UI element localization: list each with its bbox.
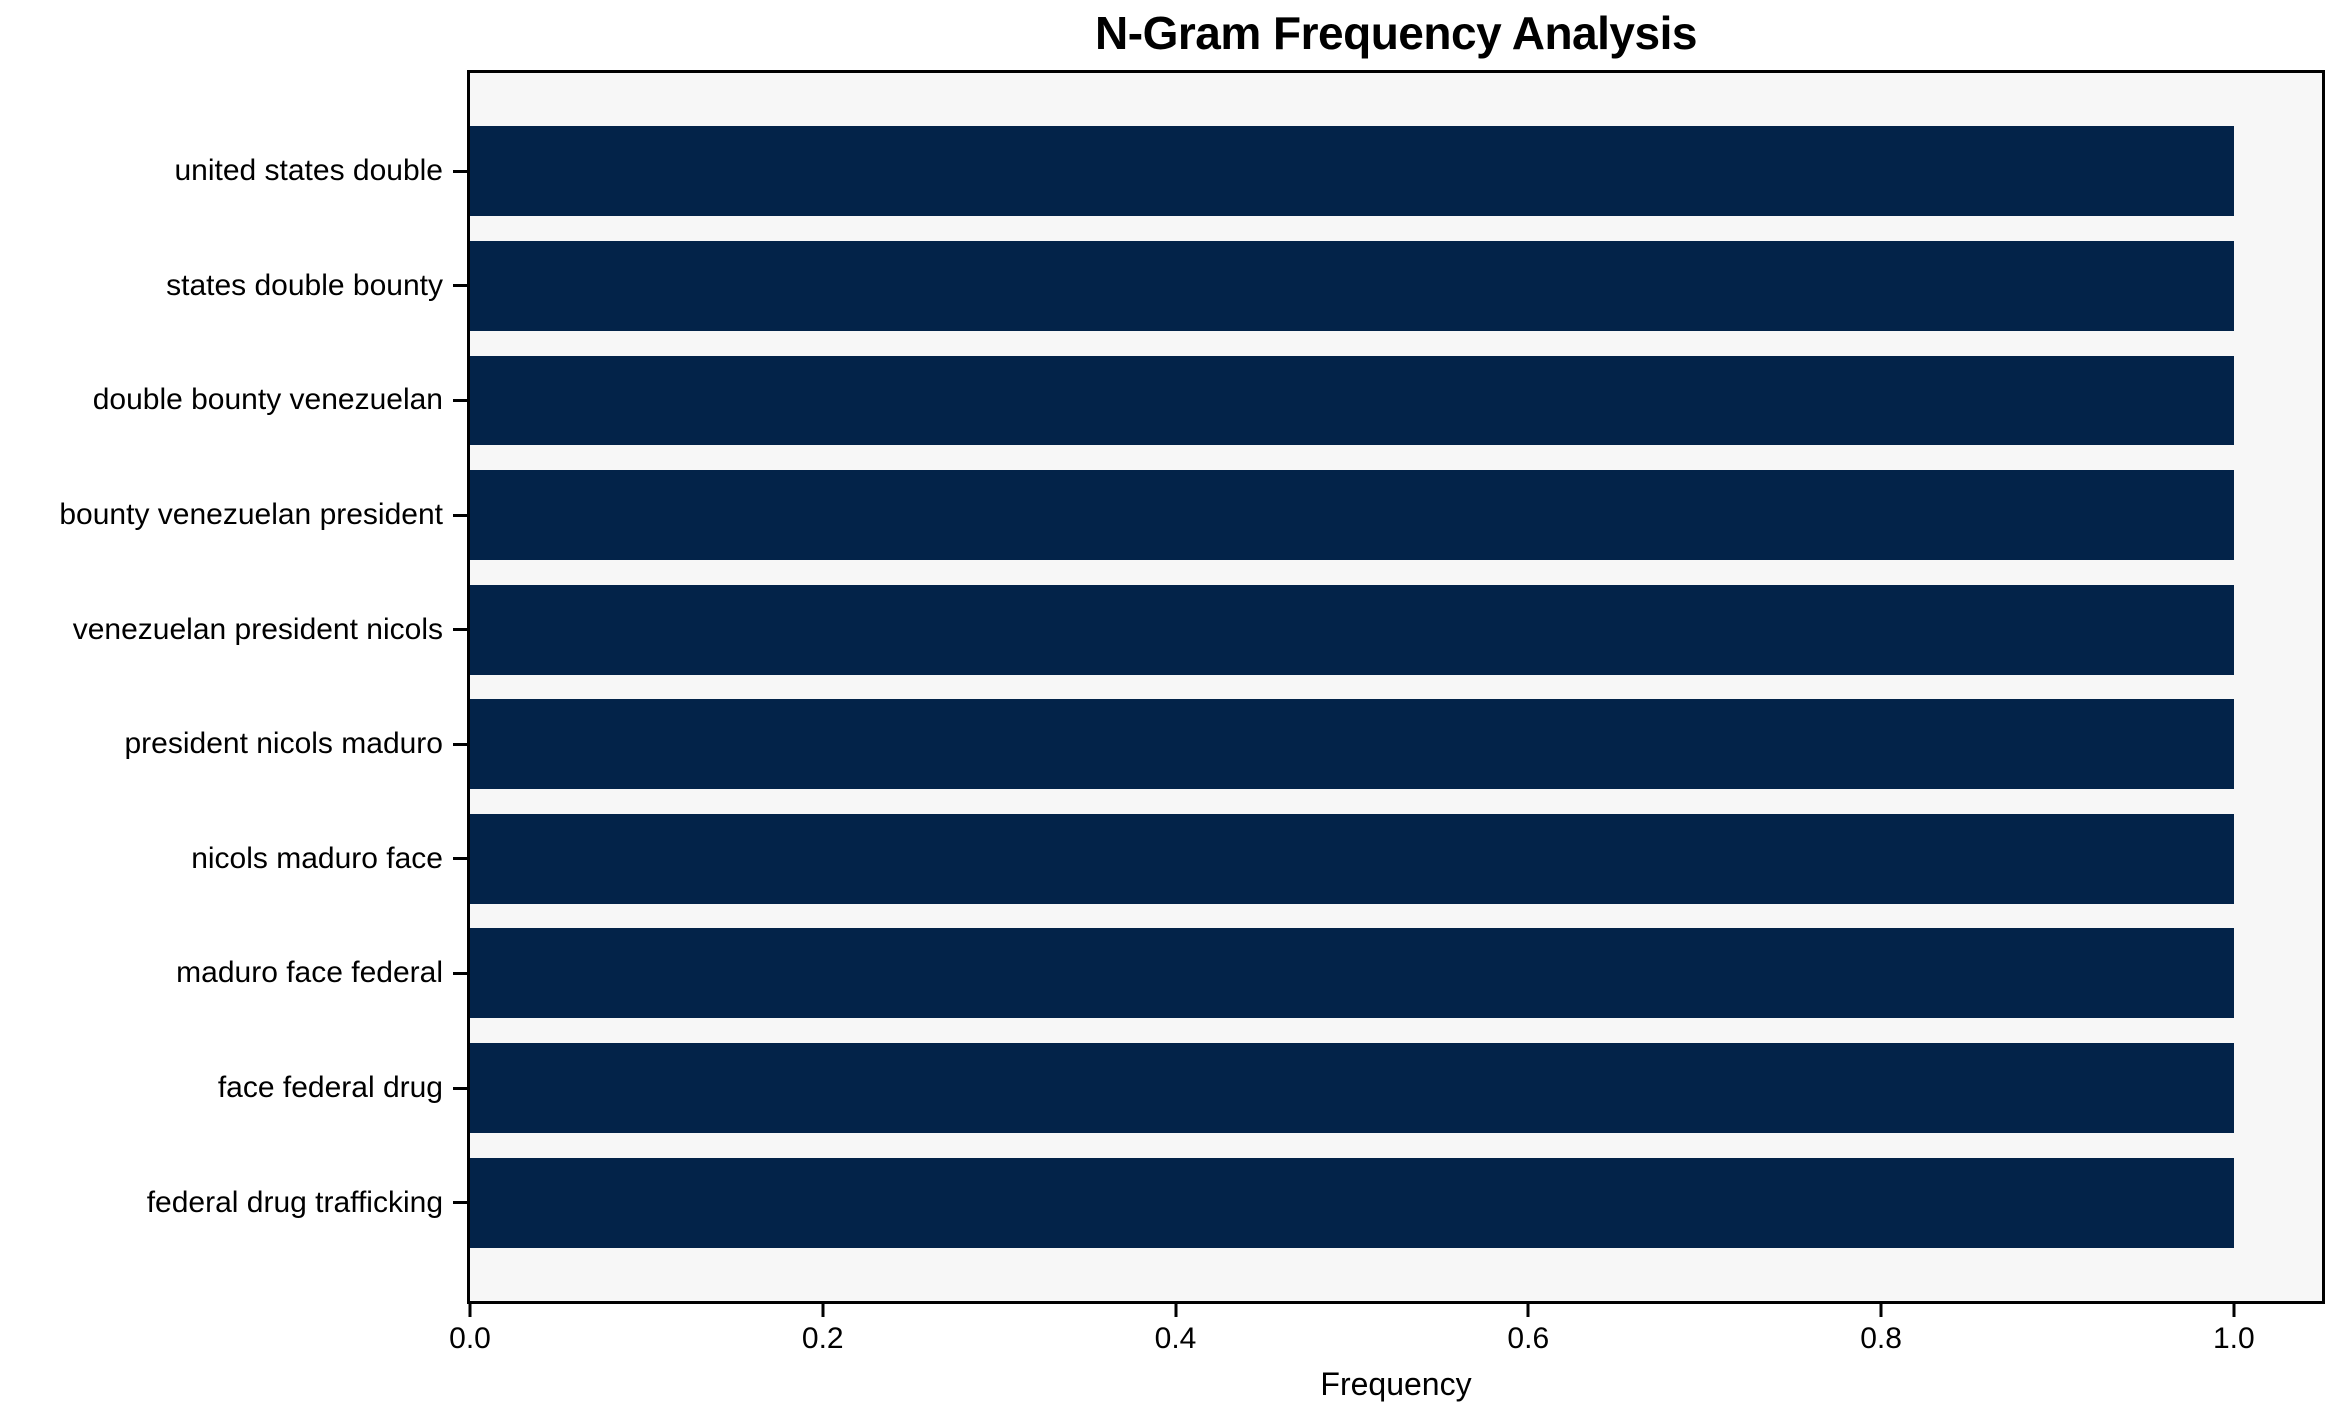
y-tick-mark xyxy=(453,1201,467,1205)
bar-row: nicols maduro face xyxy=(191,802,2322,917)
bar-row: venezuelan president nicols xyxy=(73,572,2322,687)
x-tick-mark xyxy=(468,1304,472,1317)
y-tick-label: federal drug trafficking xyxy=(146,1185,443,1219)
bar-row: bounty venezuelan president xyxy=(59,458,2322,573)
x-axis: 0.0 0.2 0.4 0.6 0.8 1.0 Frequency xyxy=(449,1304,2325,1414)
bar-row: president nicols maduro xyxy=(124,687,2322,802)
y-tick-label: states double bounty xyxy=(166,268,443,302)
x-tick-mark xyxy=(821,1304,825,1317)
bar-row: face federal drug xyxy=(218,1031,2322,1146)
bar xyxy=(470,699,2234,790)
x-tick-mark xyxy=(2232,1304,2236,1317)
y-tick-label: maduro face federal xyxy=(176,956,443,990)
y-tick-label: united states double xyxy=(174,154,443,188)
bar-row: united states double xyxy=(174,114,2322,229)
bar xyxy=(470,355,2234,446)
x-tick-mark xyxy=(1174,1304,1178,1317)
x-tick-mark xyxy=(1879,1304,1883,1317)
bar xyxy=(470,470,2234,561)
chart-title: N-Gram Frequency Analysis xyxy=(1095,7,1697,59)
y-tick-mark xyxy=(453,742,467,746)
bar-row: states double bounty xyxy=(166,229,2322,344)
y-tick-mark xyxy=(453,169,467,173)
y-tick-label: bounty venezuelan president xyxy=(59,498,443,532)
bar xyxy=(470,928,2234,1019)
bar xyxy=(470,126,2234,217)
y-tick-mark xyxy=(453,284,467,288)
x-tick-mark xyxy=(1526,1304,1530,1317)
y-tick-mark xyxy=(453,628,467,632)
x-tick-label: 0.4 xyxy=(1154,1322,1197,1355)
bar xyxy=(470,240,2234,331)
plot-area: united states double states double bounty… xyxy=(59,70,2325,1304)
y-tick-mark xyxy=(453,971,467,975)
x-tick-label: 0.0 xyxy=(449,1322,491,1355)
y-tick-label: double bounty venezuelan xyxy=(92,383,443,417)
x-tick-label: 0.2 xyxy=(801,1322,844,1355)
y-tick-label: president nicols maduro xyxy=(124,727,443,761)
y-tick-mark xyxy=(453,857,467,861)
y-tick-mark xyxy=(453,398,467,402)
bar xyxy=(470,584,2234,675)
bar xyxy=(470,1043,2234,1134)
y-tick-label: face federal drug xyxy=(217,1071,443,1105)
bar xyxy=(470,1157,2234,1248)
bar-row: federal drug trafficking xyxy=(147,1145,2322,1260)
y-tick-mark xyxy=(453,1086,467,1090)
x-axis-label: Frequency xyxy=(1320,1366,1472,1402)
bar-row: double bounty venezuelan xyxy=(93,343,2322,458)
x-tick-label: 0.8 xyxy=(1860,1322,1902,1355)
x-tick-label: 1.0 xyxy=(2212,1322,2255,1355)
y-tick-label: nicols maduro face xyxy=(191,841,443,875)
bar-row: maduro face federal xyxy=(176,916,2322,1031)
y-tick-label: venezuelan president nicols xyxy=(72,612,443,646)
x-tick-label: 0.6 xyxy=(1507,1322,1550,1355)
bar xyxy=(470,813,2234,904)
y-tick-mark xyxy=(453,513,467,517)
plot-rows: united states double states double bounty… xyxy=(59,73,2322,1301)
